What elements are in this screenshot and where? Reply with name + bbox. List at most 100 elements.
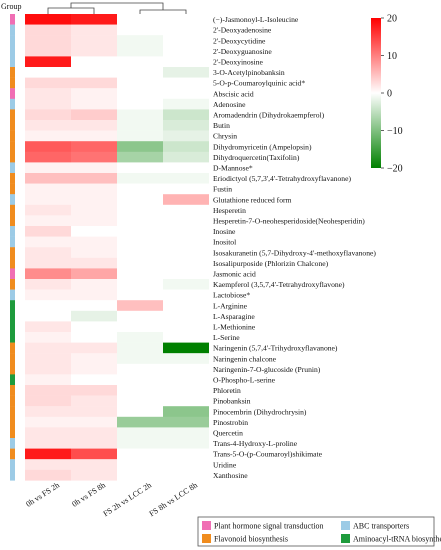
- heatmap-cell: [163, 236, 209, 248]
- row-label: Jasmonic acid: [213, 270, 256, 279]
- row-label: Adenosine: [213, 100, 246, 109]
- heatmap-cell: [25, 257, 71, 269]
- heatmap-cell: [163, 395, 209, 407]
- heatmap-cell: [71, 363, 117, 375]
- heatmap-cell: [71, 459, 117, 470]
- heatmap-cell: [163, 67, 209, 78]
- heatmap-cell: [117, 279, 163, 290]
- group-bar-cell: [10, 374, 15, 386]
- heatmap-cell: [71, 109, 117, 121]
- heatmap-cell: [117, 395, 163, 407]
- group-bar-cell: [10, 247, 15, 258]
- heatmap-cell: [25, 448, 71, 460]
- heatmap-cell: [163, 353, 209, 364]
- heatmap-cell: [117, 416, 163, 428]
- row-label: Abscisic acid: [213, 89, 254, 98]
- heatmap-cell: [163, 300, 209, 311]
- heatmap-cell: [71, 204, 117, 216]
- heatmap-cell: [71, 162, 117, 174]
- heatmap-cell: [71, 342, 117, 354]
- heatmap-cell: [117, 342, 163, 354]
- heatmap-cell: [117, 459, 163, 470]
- heatmap-cell: [163, 130, 209, 142]
- heatmap-cell: [25, 67, 71, 78]
- group-bar-cell: [10, 141, 15, 152]
- heatmap-cell: [25, 24, 71, 36]
- row-label: Inositol: [213, 238, 236, 247]
- row-label: Fustin: [213, 185, 232, 194]
- heatmap-cell: [117, 268, 163, 280]
- heatmap-cell: [117, 300, 163, 311]
- color-scale-gradient: [371, 18, 381, 168]
- dendrogram-branch: [47, 7, 95, 14]
- row-label: Quercetin: [213, 429, 243, 438]
- heatmap-cell: [71, 374, 117, 386]
- heatmap-cell: [71, 406, 117, 417]
- heatmap-cell: [117, 204, 163, 216]
- heatmap-cell: [117, 469, 163, 481]
- group-bar-cell: [10, 469, 15, 481]
- row-label: 5-O-p-Coumaroylquinic acid*: [213, 79, 305, 88]
- heatmap-cell: [25, 310, 71, 322]
- heatmap-cell: [163, 77, 209, 89]
- color-scale-tick-label: 20: [387, 14, 397, 25]
- row-label: L-Methionine: [213, 323, 256, 332]
- row-label: O-Phospho-L-serine: [213, 376, 276, 385]
- heatmap-cell: [163, 416, 209, 428]
- row-label: 2'-Deoxycytidine: [213, 36, 266, 45]
- heatmap-cell: [25, 236, 71, 248]
- heatmap-cell: [25, 289, 71, 301]
- heatmap-cell: [117, 427, 163, 439]
- group-bar-cell: [10, 438, 15, 449]
- heatmap-cell: [163, 98, 209, 110]
- heatmap-cell: [117, 363, 163, 375]
- heatmap-cell: [71, 183, 117, 195]
- heatmap-cell: [71, 385, 117, 396]
- row-label: L-Serine: [213, 333, 240, 342]
- group-bar-cell: [10, 14, 15, 25]
- group-bar-cell: [10, 310, 15, 322]
- heatmap-cell: [25, 226, 71, 237]
- group-bar-cell: [10, 67, 15, 78]
- heatmap-cell: [71, 469, 117, 481]
- column-label: 0h vs FS 8h: [70, 481, 107, 509]
- row-labels: (−)-Jasmonoyl-L-Isoleucine 2'-Deoxyadenos…: [213, 15, 376, 480]
- color-scale-bar: 20 10 0 −10 −20: [371, 14, 403, 175]
- heatmap-cell: [25, 363, 71, 375]
- heatmap-cell: [163, 226, 209, 237]
- heatmap-cell: [163, 14, 209, 25]
- heatmap-cell: [25, 173, 71, 184]
- heatmap-cell: [25, 459, 71, 470]
- heatmap-cell: [25, 204, 71, 216]
- heatmap-cell: [117, 257, 163, 269]
- group-legend: Plant hormone signal transduction ABC tra…: [197, 516, 441, 547]
- group-bar-cell: [10, 98, 15, 110]
- row-label: L-Arginine: [213, 301, 248, 310]
- heatmap-cell: [117, 183, 163, 195]
- heatmap-cell: [25, 469, 71, 481]
- heatmap-cell: [25, 342, 71, 354]
- row-label: 2'-Deoxyinosine: [213, 58, 264, 67]
- legend-label: ABC transporters: [353, 522, 409, 531]
- heatmap-cell: [71, 77, 117, 89]
- heatmap-cell: [25, 151, 71, 163]
- heatmap-cell: [117, 173, 163, 184]
- group-bar-cell: [10, 459, 15, 470]
- heatmap-cell: [25, 77, 71, 89]
- column-label: FS 8h vs LCC 8h: [148, 481, 200, 519]
- heatmap-cell: [117, 24, 163, 36]
- heatmap-cell: [25, 321, 71, 333]
- heatmap-cell: [25, 406, 71, 417]
- row-label: Aromadendrin (Dihydrokaempferol): [213, 111, 325, 120]
- group-bar-cell: [10, 77, 15, 89]
- heatmap-cell: [71, 215, 117, 227]
- group-bar-cell: [10, 268, 15, 280]
- row-label: Dihydroquercetin(Taxifolin): [213, 153, 300, 162]
- group-bar-cell: [10, 24, 15, 36]
- heatmap-cell: [117, 130, 163, 142]
- heatmap-cell: [25, 88, 71, 99]
- heatmap-cell: [117, 385, 163, 396]
- heatmap-cell: [25, 395, 71, 407]
- group-bar-cell: [10, 342, 15, 354]
